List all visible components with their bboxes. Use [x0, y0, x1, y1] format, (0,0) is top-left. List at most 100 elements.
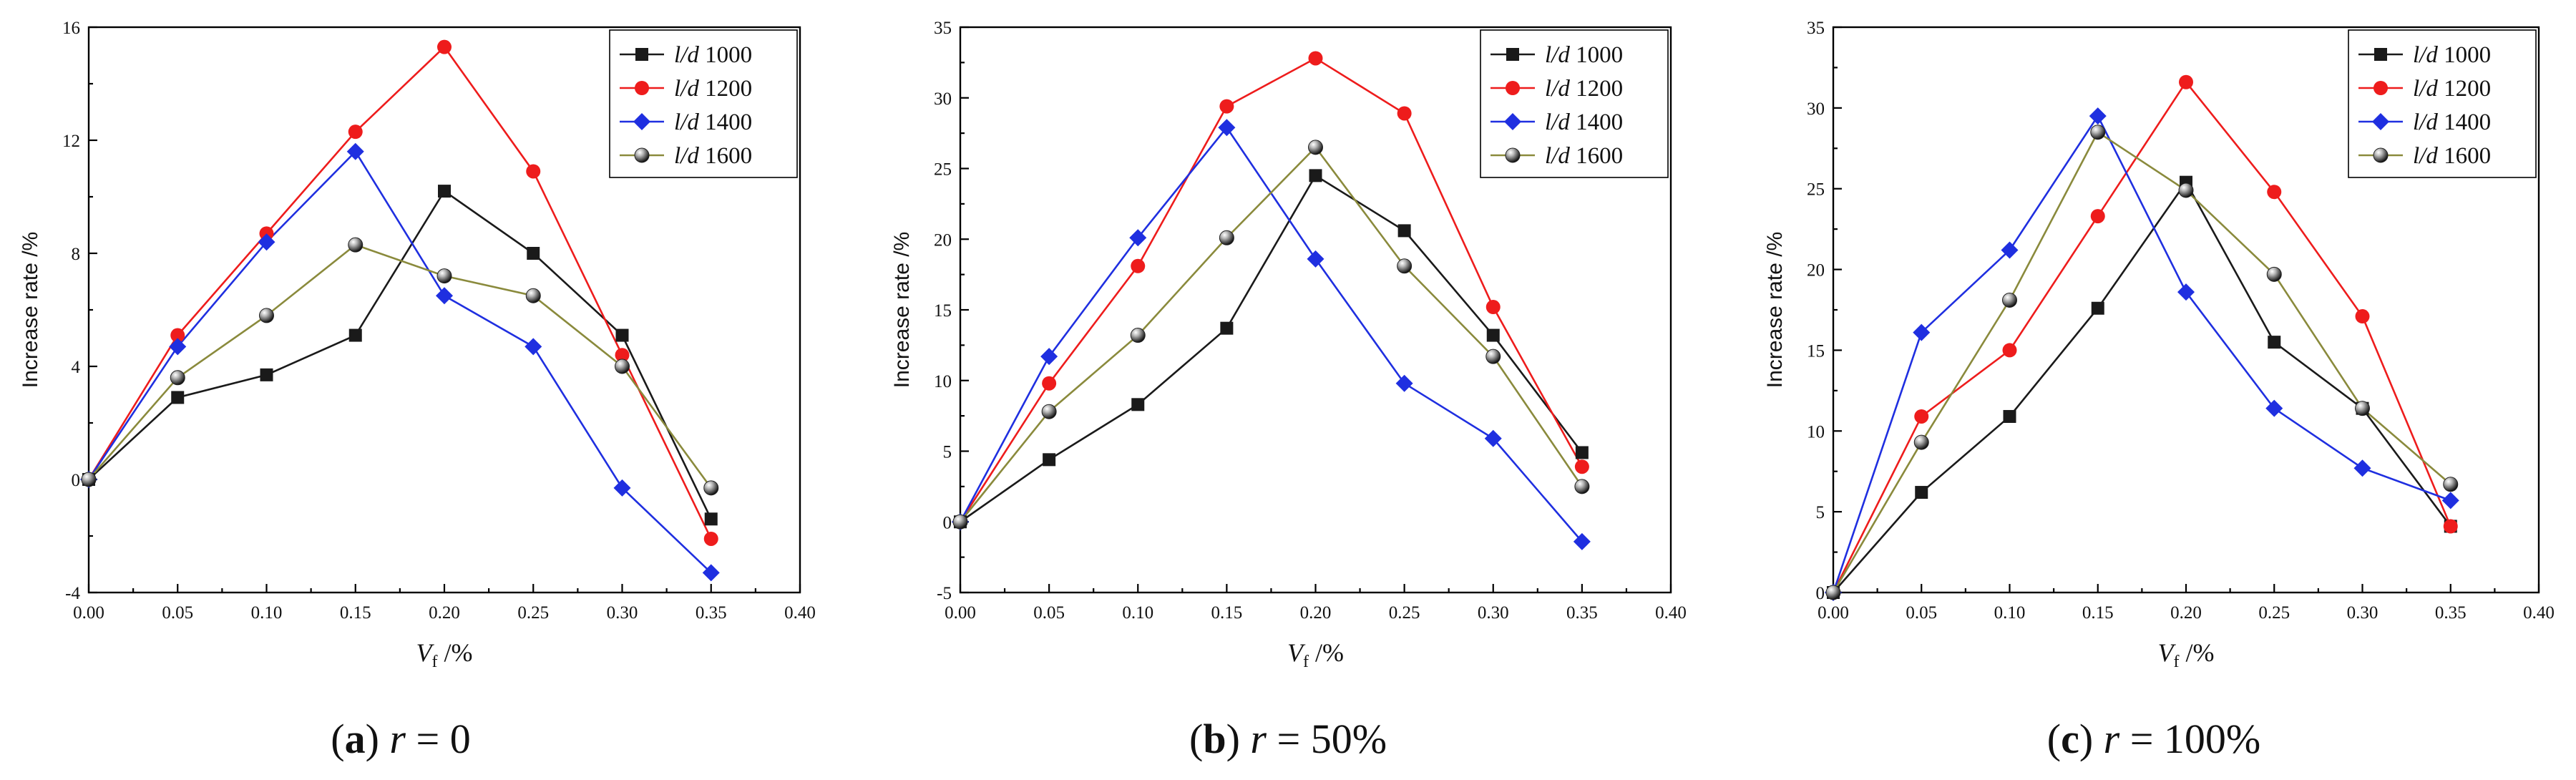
- y-tick-label: 0: [1816, 584, 1825, 603]
- y-tick-label: 25: [934, 160, 952, 180]
- legend-label: l/d 1200: [2413, 76, 2491, 102]
- data-point-1600: [2178, 182, 2194, 198]
- series-line-1000: [960, 174, 1583, 523]
- x-tick-label: 0.25: [517, 603, 549, 623]
- x-tick-label: 0.40: [784, 603, 816, 623]
- data-point-1400: [1040, 348, 1058, 366]
- data-point-1000: [1131, 398, 1145, 411]
- data-point-1200: [2090, 209, 2105, 224]
- legend-label-name: l/d: [1545, 42, 1570, 68]
- legend-marker: [1506, 48, 1519, 61]
- legend-marker: [1506, 81, 1520, 95]
- panel-caption: (b) r = 50%: [1189, 716, 1387, 762]
- legend-marker: [1504, 113, 1521, 130]
- caption-close-paren: ): [2079, 716, 2104, 762]
- series-line-1200: [1832, 80, 2451, 593]
- legend-label: l/d 1600: [674, 143, 752, 169]
- y-tick-label: 15: [1807, 341, 1825, 361]
- y-tick-label: 35: [934, 19, 952, 38]
- data-point-1600: [1825, 585, 1841, 600]
- x-tick-label: 0.00: [73, 603, 104, 623]
- legend-label-ratio: 1200: [2438, 76, 2491, 102]
- y-tick-label: 12: [62, 132, 80, 151]
- x-tick-label: 0.20: [2170, 603, 2202, 623]
- legend-label: l/d 1000: [2413, 42, 2491, 68]
- series-line-1600: [959, 145, 1583, 523]
- legend-label-ratio: 1400: [1570, 109, 1623, 135]
- data-point-1600: [2090, 125, 2106, 140]
- caption-letter: c: [2061, 716, 2079, 762]
- data-point-1600: [348, 237, 364, 253]
- data-point-1000: [1397, 224, 1411, 238]
- data-point-1200: [526, 164, 541, 179]
- y-tick-label: 20: [1807, 261, 1825, 281]
- caption-open-paren: (: [2047, 716, 2061, 762]
- data-point-1200: [348, 125, 363, 140]
- legend-label: l/d 1400: [1545, 109, 1623, 135]
- y-tick-label: 20: [934, 230, 952, 250]
- data-point-1000: [1220, 321, 1234, 335]
- legend-label-name: l/d: [1545, 76, 1570, 102]
- data-point-1600: [170, 370, 185, 386]
- x-tick-label: 0.40: [1655, 603, 1687, 623]
- legend-label: l/d 1400: [2413, 109, 2491, 135]
- data-point-1600: [1130, 328, 1146, 343]
- x-tick-label: 0.15: [2082, 603, 2114, 623]
- y-axis-title: Increase rate /%: [19, 232, 42, 388]
- caption-close-paren: ): [1226, 716, 1251, 762]
- legend-label: l/d 1600: [1545, 143, 1623, 169]
- caption-rest: = 50%: [1267, 716, 1387, 762]
- legend-label-name: l/d: [674, 76, 699, 102]
- x-axis-title-unit: /%: [438, 638, 473, 667]
- data-point-1600: [1041, 404, 1057, 419]
- x-tick-label: 0.20: [429, 603, 460, 623]
- x-tick-label: 0.00: [1818, 603, 1849, 623]
- x-axis-title-unit: /%: [2180, 638, 2215, 667]
- series-line-1400: [1832, 114, 2451, 593]
- data-point-1400: [2441, 492, 2459, 510]
- x-axis-title: Vf /%: [1287, 638, 1344, 671]
- x-axis-title: Vf /%: [2158, 638, 2215, 671]
- x-tick-label: 0.05: [162, 603, 193, 623]
- data-point-1600: [2266, 266, 2282, 282]
- legend-marker: [633, 113, 650, 130]
- chart-panel-a: 0.00 0.05 0.10 0.15 0.20 0.25 0.30 0.35 0.40 -4 0 4…: [19, 19, 816, 762]
- x-tick-label: 0.20: [1300, 603, 1332, 623]
- legend-label-ratio: 1600: [2438, 143, 2491, 169]
- data-point-1200: [1397, 106, 1412, 121]
- data-point-1400: [2353, 459, 2371, 477]
- y-tick-label: 10: [1807, 422, 1825, 442]
- data-point-1400: [525, 338, 542, 356]
- data-point-1000: [1575, 446, 1589, 459]
- data-point-1200: [1914, 409, 1929, 424]
- data-point-1200: [1574, 459, 1589, 474]
- data-point-1200: [1042, 376, 1057, 391]
- legend-label-ratio: 1400: [699, 109, 752, 135]
- x-axis-title: Vf /%: [416, 638, 473, 671]
- y-tick-label: 8: [72, 245, 81, 264]
- chart-panel-b: 0.00 0.05 0.10 0.15 0.20 0.25 0.30 0.35 0.40 -5 0 5…: [890, 19, 1687, 762]
- y-axis-title: Increase rate /%: [890, 232, 914, 388]
- y-tick-label: 4: [72, 358, 81, 377]
- data-point-1400: [2001, 241, 2019, 259]
- y-tick-label: 35: [1807, 19, 1825, 38]
- legend-label-name: l/d: [1545, 143, 1570, 169]
- data-point-1600: [259, 308, 274, 323]
- data-point-1400: [169, 338, 187, 356]
- chart-panel-c: 0.00 0.05 0.10 0.15 0.20 0.25 0.30 0.35 0.40 0 5 10…: [1763, 19, 2555, 762]
- caption-letter: b: [1203, 716, 1226, 762]
- data-point-1000: [1309, 169, 1322, 182]
- data-point-1600: [1913, 434, 1929, 450]
- data-point-1200: [437, 39, 452, 54]
- legend-label-ratio: 1600: [1570, 143, 1623, 169]
- panel-caption: (c) r = 100%: [2047, 716, 2261, 762]
- data-point-1400: [1913, 323, 1931, 341]
- x-tick-label: 0.35: [696, 603, 727, 623]
- series-line-1200: [87, 45, 712, 540]
- data-point-1400: [2177, 283, 2195, 301]
- data-point-1600: [1397, 258, 1413, 274]
- series-line-1000: [88, 190, 712, 520]
- x-tick-label: 0.10: [1122, 603, 1153, 623]
